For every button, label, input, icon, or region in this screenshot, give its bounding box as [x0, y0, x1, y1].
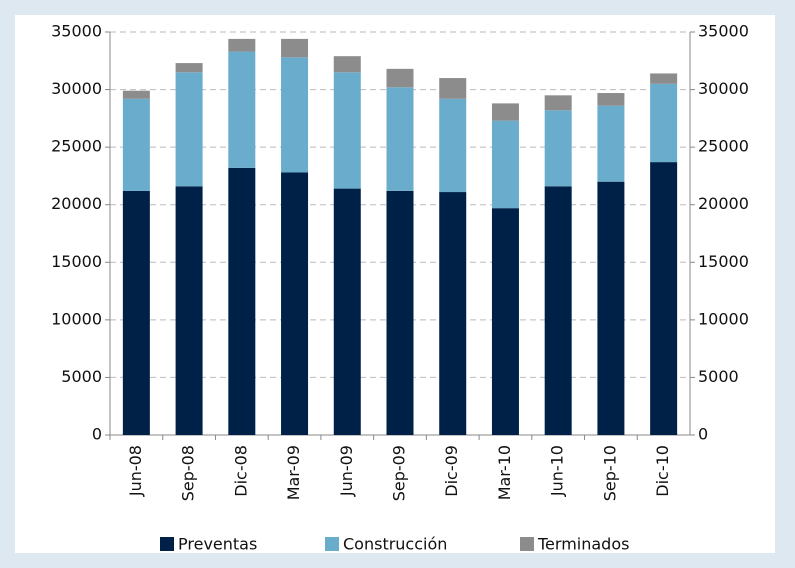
- bar-segment: [228, 167, 256, 435]
- bar-segment: [228, 51, 256, 168]
- bar-segment: [439, 98, 467, 193]
- y2-tick-label: 25000: [698, 137, 749, 156]
- y-tick-label: 20000: [51, 194, 102, 213]
- x-tick-label: Sep-09: [390, 445, 409, 501]
- bar-segment: [439, 78, 467, 99]
- bar-segment: [544, 110, 572, 187]
- legend-label: Preventas: [178, 535, 257, 554]
- legend-label: Construcción: [343, 535, 447, 554]
- y2-tick-label: 5000: [698, 367, 739, 386]
- x-tick-label: Dic-08: [231, 445, 250, 497]
- bar-segment: [386, 190, 414, 435]
- bar-segment: [491, 103, 519, 121]
- bar-segment: [650, 162, 678, 435]
- x-tick-label: Dic-09: [442, 445, 461, 497]
- bar-segment: [175, 63, 203, 73]
- bar-segment: [439, 192, 467, 435]
- y2-tick-label: 0: [698, 425, 708, 444]
- bar-segment: [122, 98, 150, 191]
- bar-segment: [333, 188, 361, 435]
- y2-tick-label: 20000: [698, 194, 749, 213]
- bar-segment: [597, 105, 625, 182]
- bar-segment: [281, 38, 309, 58]
- legend-label: Terminados: [537, 535, 629, 554]
- bar-segment: [597, 93, 625, 106]
- bar-segment: [281, 57, 309, 173]
- x-tick-label: Jun-09: [337, 445, 356, 497]
- y-tick-label: 15000: [51, 252, 102, 271]
- bar-segment: [122, 190, 150, 435]
- y2-tick-label: 15000: [698, 252, 749, 271]
- bar-segment: [175, 72, 203, 187]
- y-tick-label: 35000: [51, 22, 102, 41]
- x-tick-label: Jun-10: [548, 445, 567, 497]
- bar-segment: [333, 72, 361, 189]
- legend-swatch: [520, 537, 534, 551]
- x-tick-label: Mar-10: [495, 445, 514, 500]
- x-tick-label: Dic-10: [653, 445, 672, 497]
- bar-segment: [122, 90, 150, 99]
- bar-segment: [650, 73, 678, 84]
- bar-segment: [228, 38, 256, 52]
- bar-segment: [491, 208, 519, 435]
- bar-segment: [386, 68, 414, 88]
- y2-tick-label: 10000: [698, 309, 749, 328]
- bar-segment: [544, 186, 572, 435]
- legend-swatch: [160, 537, 174, 551]
- x-tick-label: Jun-08: [126, 445, 145, 497]
- bar-segment: [281, 172, 309, 435]
- bar-segment: [333, 56, 361, 73]
- y2-tick-label: 35000: [698, 22, 749, 41]
- x-tick-label: Sep-08: [179, 445, 198, 501]
- x-tick-label: Mar-09: [284, 445, 303, 500]
- y-tick-label: 25000: [51, 137, 102, 156]
- y-tick-label: 10000: [51, 309, 102, 328]
- y2-tick-label: 30000: [698, 79, 749, 98]
- bar-segment: [491, 120, 519, 209]
- bar-segment: [175, 186, 203, 435]
- y-tick-label: 30000: [51, 79, 102, 98]
- y-tick-label: 0: [92, 425, 102, 444]
- bar-segment: [650, 83, 678, 163]
- bar-segment: [597, 181, 625, 435]
- x-tick-label: Sep-10: [600, 445, 619, 501]
- y-tick-label: 5000: [61, 367, 102, 386]
- legend-swatch: [325, 537, 339, 551]
- bar-segment: [386, 87, 414, 191]
- bar-segment: [544, 95, 572, 111]
